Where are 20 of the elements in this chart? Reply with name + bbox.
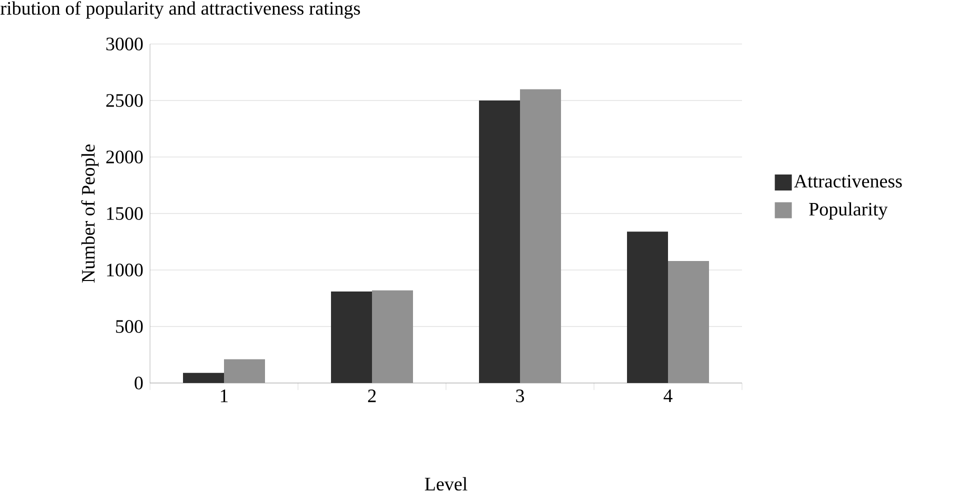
y-axis-title: Number of People: [81, 144, 99, 283]
x-axis-title: Level: [424, 477, 468, 491]
bar: [627, 232, 668, 383]
bar: [331, 291, 372, 383]
legend-label: Attractiveness: [794, 174, 902, 188]
y-tick-label: 0: [134, 376, 143, 390]
x-tick-label: 4: [664, 390, 672, 402]
y-tick-label: 3000: [106, 38, 143, 50]
y-tick-label: 1000: [107, 264, 143, 276]
bar: [183, 372, 224, 383]
x-tick-label: 3: [516, 390, 524, 402]
y-tick-label: 500: [116, 320, 143, 333]
x-tick-label: 1: [220, 390, 228, 402]
chart-title: ribution of popularity and attractiveness ratings: [0, 1, 360, 19]
x-tick-label: 2: [368, 390, 376, 402]
y-tick-label: 2000: [106, 150, 143, 164]
bar: [479, 100, 520, 383]
y-tick-label: 1500: [107, 207, 143, 220]
legend-label: Popularity: [809, 202, 888, 220]
y-tick-label: 2500: [106, 94, 143, 107]
